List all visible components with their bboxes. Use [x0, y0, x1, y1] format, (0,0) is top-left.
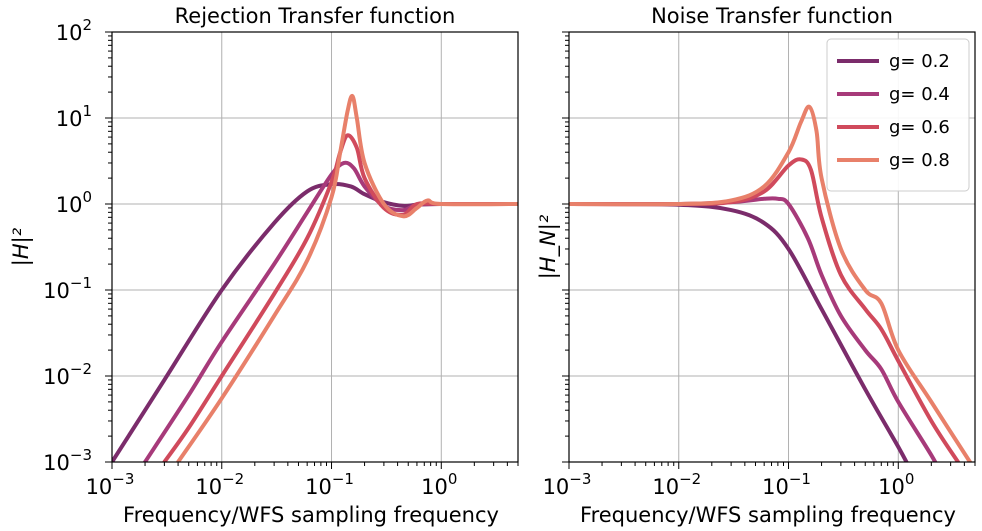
y-tick-label: 10−2 [43, 360, 92, 389]
series-group [112, 93, 518, 462]
ticks [562, 31, 976, 469]
x-tick-label: 100 [878, 470, 914, 499]
y-tick-label-exp: −1 [70, 274, 92, 292]
x-tick-label: 10−1 [305, 470, 354, 499]
x-tick-label-base: 10 [421, 475, 448, 499]
x-tick-label-base: 10 [878, 475, 905, 499]
legend-label: g= 0.8 [889, 150, 950, 171]
legend: g= 0.2 g= 0.4 g= 0.6 g= 0.8 [826, 38, 970, 192]
x-tick-label-base: 10 [543, 475, 570, 499]
y-tick-label-base: 10 [43, 279, 70, 303]
x-tick-label-exp: −3 [112, 470, 134, 488]
series-line-g-0-2 [569, 202, 909, 462]
legend-label: g= 0.2 [889, 51, 950, 72]
y-tick-label: 102 [56, 16, 92, 45]
y-tick-label-base: 10 [56, 193, 83, 217]
x-tick-label-exp: −1 [332, 470, 354, 488]
x-tick-label-exp: −2 [679, 470, 701, 488]
chart-title: Rejection Transfer function [175, 4, 456, 28]
x-tick-label-base: 10 [305, 475, 332, 499]
series-line-g-0-8 [176, 93, 518, 462]
y-tick-label: 10−3 [43, 446, 92, 475]
y-tick-label-exp: 2 [82, 16, 92, 34]
y-axis-label: |H_N|² [536, 214, 561, 279]
x-axis-label: Frequency/WFS sampling frequency [123, 503, 499, 527]
x-tick-label: 10−3 [86, 470, 135, 499]
x-tick-label-exp: −2 [222, 470, 244, 488]
x-tick-label-base: 10 [86, 475, 113, 499]
x-tick-label-base: 10 [652, 475, 679, 499]
x-tick-label: 10−1 [762, 470, 811, 499]
legend-box [826, 38, 970, 192]
chart-title: Noise Transfer function [651, 4, 893, 28]
y-tick-label-base: 10 [56, 21, 83, 45]
series-line-g-0-6 [162, 133, 518, 462]
y-tick-label-base: 10 [56, 107, 83, 131]
y-axis-label: |H|² [9, 227, 34, 266]
y-tick-label-base: 10 [43, 365, 70, 389]
x-tick-label: 10−2 [652, 470, 701, 499]
series-line-g-0-8 [569, 104, 972, 462]
x-axis-label: Frequency/WFS sampling frequency [580, 503, 956, 527]
x-tick-label: 10−2 [195, 470, 244, 499]
legend-label: g= 0.4 [889, 84, 950, 105]
y-tick-label: 101 [56, 102, 92, 131]
x-tick-label-base: 10 [195, 475, 222, 499]
x-tick-label: 100 [421, 470, 457, 499]
x-tick-label: 10−3 [543, 470, 592, 499]
y-tick-label-exp: −3 [70, 446, 92, 464]
x-tick-label-base: 10 [762, 475, 789, 499]
x-tick-label-exp: −1 [789, 470, 811, 488]
series-group [569, 104, 972, 462]
legend-label: g= 0.6 [889, 117, 950, 138]
y-tick-label-exp: 0 [82, 188, 92, 206]
x-tick-label-exp: −3 [569, 470, 591, 488]
y-tick-label: 10−1 [43, 274, 92, 303]
y-tick-label-exp: −2 [70, 360, 92, 378]
y-tick-label: 100 [56, 188, 92, 217]
x-tick-label-exp: 0 [905, 470, 915, 488]
ticks [105, 31, 519, 469]
x-tick-label-exp: 0 [448, 470, 458, 488]
y-tick-label-exp: 1 [82, 102, 92, 120]
y-tick-label-base: 10 [43, 451, 70, 475]
